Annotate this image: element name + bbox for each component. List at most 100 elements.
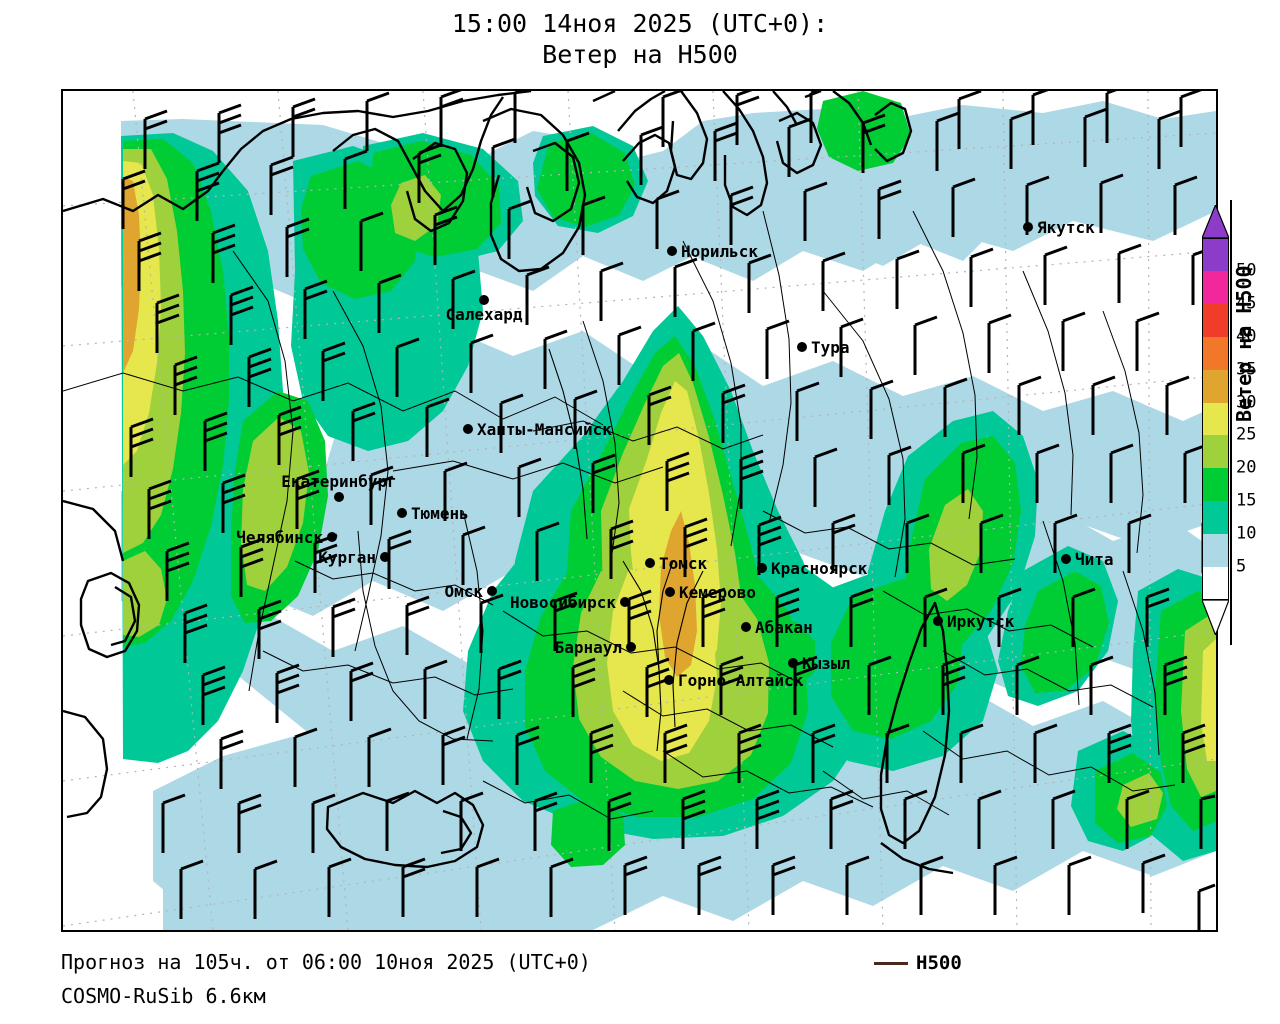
city-dot bbox=[479, 295, 489, 305]
title-variable: Ветер на H500 bbox=[542, 40, 738, 69]
wind-barbs bbox=[121, 91, 1216, 930]
city-label: Абакан bbox=[755, 618, 813, 637]
colorbar-tick-20: 20 bbox=[1236, 457, 1257, 478]
city-label: Тюмень bbox=[411, 504, 469, 523]
colorbar-title: Ветер на H500 bbox=[1232, 265, 1256, 422]
city-Екатеринбург: Екатеринбург bbox=[281, 472, 397, 502]
city-dot bbox=[1023, 222, 1033, 232]
city-dot bbox=[620, 597, 630, 607]
city-label: Якутск bbox=[1037, 218, 1095, 237]
city-Челябинск: Челябинск bbox=[236, 528, 337, 547]
city-dot bbox=[665, 587, 675, 597]
city-Тюмень: Тюмень bbox=[397, 504, 469, 523]
colorbar-segment-50 bbox=[1202, 238, 1229, 271]
legend-h500: H500 bbox=[874, 952, 962, 974]
colorbar-tick-45: 45 bbox=[1236, 293, 1257, 314]
city-Норильск: Норильск bbox=[667, 242, 758, 261]
city-label: Екатеринбург bbox=[281, 472, 397, 491]
city-Горно-Алтайск: Горно-Алтайск bbox=[664, 671, 804, 690]
city-dot bbox=[1061, 554, 1071, 564]
windspeed-fill-30 bbox=[123, 177, 697, 677]
city-Новосибирск: Новосибирск bbox=[510, 593, 630, 612]
city-dot bbox=[664, 675, 674, 685]
city-Иркутск: Иркутск bbox=[933, 612, 1015, 631]
colorbar-arrow-top bbox=[1201, 203, 1230, 239]
city-dot bbox=[933, 616, 943, 626]
city-label: Норильск bbox=[681, 242, 758, 261]
city-layer: Якутск Норильск Салехард Тура Ханты-Мансийск… bbox=[236, 218, 1113, 690]
city-label: Кемерово bbox=[679, 583, 756, 602]
city-Барнаул: Барнаул bbox=[555, 638, 636, 657]
city-Салехард: Салехард bbox=[445, 295, 523, 324]
colorbar-segment-45 bbox=[1202, 270, 1229, 304]
colorbar-tick-50: 50 bbox=[1236, 260, 1257, 281]
coastlines bbox=[63, 91, 954, 875]
city-dot bbox=[463, 424, 473, 434]
colorbar-segment-30 bbox=[1202, 369, 1229, 403]
city-dot bbox=[757, 563, 767, 573]
city-label: Челябинск bbox=[236, 528, 323, 547]
colorbar-segment-10 bbox=[1202, 501, 1229, 535]
colorbar-arrow-bottom bbox=[1201, 599, 1230, 637]
city-dot bbox=[741, 622, 751, 632]
model-name: COSMO-RuSib 6.6км bbox=[61, 984, 266, 1008]
colorbar-segment-0 bbox=[1202, 567, 1229, 600]
colorbar-axis-line bbox=[1230, 200, 1232, 645]
colorbar-tick-5: 5 bbox=[1236, 556, 1247, 577]
city-Кемерово: Кемерово bbox=[665, 583, 756, 602]
colorbar-segment-25 bbox=[1202, 402, 1229, 436]
colorbar-tick-10: 10 bbox=[1236, 523, 1257, 544]
city-label: Горно-Алтайск bbox=[678, 671, 804, 690]
colorbar-segment-5 bbox=[1202, 534, 1229, 568]
city-Якутск: Якутск bbox=[1023, 218, 1095, 237]
footer: Прогноз на 105ч. от 06:00 10ноя 2025 (UT… bbox=[0, 946, 1280, 1024]
city-label: Барнаул bbox=[555, 638, 622, 657]
city-dot bbox=[334, 492, 344, 502]
colorbar[interactable]: 50 45 40 35 30 25 20 15 10 5 Ветер на H500 bbox=[1199, 200, 1280, 645]
city-label: Омск bbox=[444, 582, 483, 601]
colorbar-tick-40: 40 bbox=[1236, 326, 1257, 347]
city-Ханты-Мансийск: Ханты-Мансийск bbox=[463, 420, 612, 439]
page-title: 15:00 14ноя 2025 (UTC+0): Ветер на H500 bbox=[0, 8, 1280, 70]
city-label: Курган bbox=[318, 548, 376, 567]
colorbar-tick-30: 30 bbox=[1236, 392, 1257, 413]
city-Омск: Омск bbox=[444, 582, 497, 601]
city-label: Иркутск bbox=[947, 612, 1015, 631]
city-label: Новосибирск bbox=[510, 593, 616, 612]
weather-map[interactable]: Якутск Норильск Салехард Тура Ханты-Мансийск… bbox=[61, 89, 1218, 932]
city-dot bbox=[397, 508, 407, 518]
city-dot bbox=[487, 586, 497, 596]
city-Томск: Томск bbox=[645, 554, 708, 573]
city-label: Тура bbox=[811, 338, 850, 357]
city-dot bbox=[797, 342, 807, 352]
colorbar-segment-20 bbox=[1202, 435, 1229, 469]
city-Чита: Чита bbox=[1061, 550, 1114, 569]
map-canvas: Якутск Норильск Салехард Тура Ханты-Мансийск… bbox=[63, 91, 1216, 930]
city-dot bbox=[380, 552, 390, 562]
city-dot bbox=[645, 558, 655, 568]
city-label: Ханты-Мансийск bbox=[477, 420, 612, 439]
legend-h500-label: H500 bbox=[916, 952, 962, 974]
colorbar-tick-15: 15 bbox=[1236, 490, 1257, 511]
title-datetime: 15:00 14ноя 2025 (UTC+0): bbox=[451, 9, 829, 38]
city-label: Кызыл bbox=[802, 654, 850, 673]
city-Красноярск: Красноярск bbox=[757, 559, 868, 578]
city-Тура: Тура bbox=[797, 338, 850, 357]
city-dot bbox=[626, 642, 636, 652]
city-label: Красноярск bbox=[771, 559, 868, 578]
city-dot bbox=[327, 532, 337, 542]
colorbar-segment-15 bbox=[1202, 468, 1229, 502]
city-label: Чита bbox=[1075, 550, 1114, 569]
city-Курган: Курган bbox=[318, 548, 390, 567]
colorbar-segment-35 bbox=[1202, 336, 1229, 370]
city-Кызыл: Кызыл bbox=[788, 654, 850, 673]
forecast-info: Прогноз на 105ч. от 06:00 10ноя 2025 (UT… bbox=[61, 950, 591, 974]
colorbar-tick-25: 25 bbox=[1236, 424, 1257, 445]
city-label: Салехард bbox=[445, 305, 522, 324]
legend-line-icon bbox=[874, 961, 908, 965]
city-Абакан: Абакан bbox=[741, 618, 813, 637]
colorbar-segments bbox=[1202, 238, 1229, 600]
city-label: Томск bbox=[659, 554, 708, 573]
colorbar-segment-40 bbox=[1202, 303, 1229, 337]
city-dot bbox=[788, 658, 798, 668]
